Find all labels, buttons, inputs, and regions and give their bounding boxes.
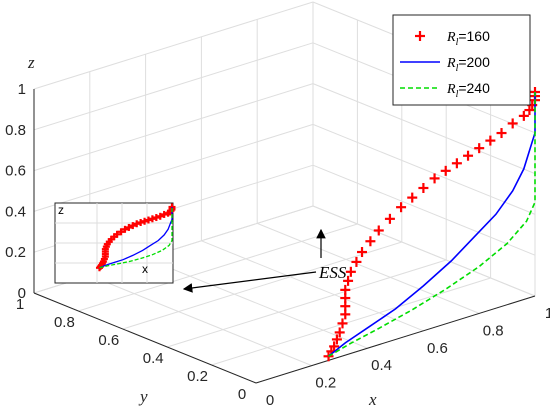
- data-point: [451, 158, 462, 169]
- data-point: [485, 135, 496, 146]
- data-point: [331, 334, 342, 345]
- data-point: [373, 225, 384, 236]
- inset-data-point: [125, 223, 133, 231]
- data-point: [407, 192, 418, 203]
- legend: Rl=160 Rl=200 Rl=240: [392, 14, 531, 106]
- legend-item: Rl=160: [415, 28, 490, 48]
- inset-data-point: [129, 222, 137, 230]
- inset-data-point: [160, 210, 168, 218]
- series-line: [328, 92, 536, 357]
- y-axis-line: [33, 292, 257, 384]
- data-point: [463, 150, 474, 161]
- inset-data-point: [152, 214, 160, 222]
- data-point: [440, 165, 451, 176]
- data-point: [343, 275, 354, 286]
- inset-data-point: [133, 220, 141, 228]
- y-tick-label: 0.8: [54, 314, 75, 331]
- grid-line: [312, 123, 536, 215]
- inset-z-label: z: [58, 203, 64, 217]
- data-point: [396, 202, 407, 213]
- grid-line: [312, 83, 536, 175]
- data-point: [334, 327, 345, 338]
- axes: [33, 89, 536, 384]
- data-point: [351, 256, 362, 267]
- data-point: [429, 173, 440, 184]
- y-axis-label: y: [138, 387, 148, 406]
- z-tick-label: 0.8: [5, 122, 26, 139]
- grid-line: [33, 123, 314, 212]
- ess-arrow-left: [182, 271, 317, 293]
- data-point: [357, 247, 368, 258]
- legend-box: [392, 14, 531, 106]
- grid-line: [122, 241, 402, 330]
- x-tick-label: 0: [266, 392, 274, 409]
- y-tick-label: 0: [238, 386, 246, 403]
- data-point: [496, 128, 507, 139]
- inset-data-point: [144, 216, 152, 224]
- inset-data-point: [141, 217, 149, 225]
- inset-data-point: [156, 212, 164, 220]
- inset-x-label: x: [142, 262, 148, 276]
- y-tick-label: 1: [16, 296, 24, 313]
- data-point: [329, 341, 340, 352]
- legend-marker: [415, 31, 425, 41]
- grid-line: [78, 223, 358, 312]
- y-tick-label: 0.2: [187, 368, 208, 385]
- x-tick-label: 0.4: [371, 357, 392, 374]
- grid-line: [89, 275, 312, 367]
- inset-data-point: [121, 225, 129, 233]
- x-axis-label: x: [368, 390, 377, 409]
- z-tick-label: 0.2: [5, 244, 26, 261]
- tick-labels: 00.20.40.60.8100.20.40.60.8100.20.40.60.…: [5, 81, 550, 409]
- grid-line: [257, 222, 480, 314]
- grid-line: [33, 1, 314, 90]
- grid-line: [312, 164, 536, 256]
- x-tick-label: 0.8: [483, 322, 504, 339]
- inset-panel: z x: [54, 202, 176, 284]
- data-point: [337, 318, 348, 329]
- grid-line: [312, 205, 536, 297]
- grid-line: [167, 259, 447, 348]
- z-axis-label: z: [27, 53, 35, 72]
- legend-label: Rl=200: [446, 54, 490, 74]
- z-tick-label: 0.6: [5, 163, 26, 180]
- legend-label: Rl=240: [446, 80, 490, 100]
- inset-data-point: [117, 228, 125, 236]
- data-point: [384, 213, 395, 224]
- data-point: [345, 266, 356, 277]
- data-point: [507, 118, 518, 129]
- z-tick-label: 1: [18, 81, 26, 98]
- grid-line: [33, 42, 314, 131]
- grid-line: [211, 277, 491, 366]
- data-point: [474, 143, 485, 154]
- data-point: [340, 284, 351, 295]
- inset-series: [95, 203, 176, 272]
- z-tick-label: 0.4: [5, 203, 26, 220]
- x-tick-label: 1: [545, 305, 550, 322]
- inset-series-line: [99, 207, 173, 269]
- data-point: [518, 110, 529, 121]
- ess-annotation: ESS: [182, 228, 347, 293]
- legend-label: Rl=160: [446, 28, 490, 48]
- legend-item: Rl=200: [400, 54, 490, 74]
- x-tick-label: 0.6: [427, 340, 448, 357]
- grid-line: [145, 257, 368, 349]
- data-series: [323, 87, 540, 362]
- inset-data-point: [113, 230, 121, 238]
- data-point: [365, 236, 376, 247]
- inset-data-point: [148, 215, 156, 223]
- legend-item: Rl=240: [400, 80, 490, 100]
- grid-line: [33, 83, 314, 172]
- x-tick-label: 0.2: [315, 375, 336, 392]
- series-line: [328, 92, 536, 357]
- y-tick-label: 0.6: [98, 332, 119, 349]
- data-point: [418, 183, 429, 193]
- z-tick-label: 0: [18, 285, 26, 302]
- grid-line: [201, 240, 424, 332]
- y-tick-label: 0.4: [143, 350, 164, 367]
- x-axis-line: [255, 295, 536, 384]
- ess-label: ESS: [318, 263, 347, 282]
- inset-data-point: [137, 219, 145, 226]
